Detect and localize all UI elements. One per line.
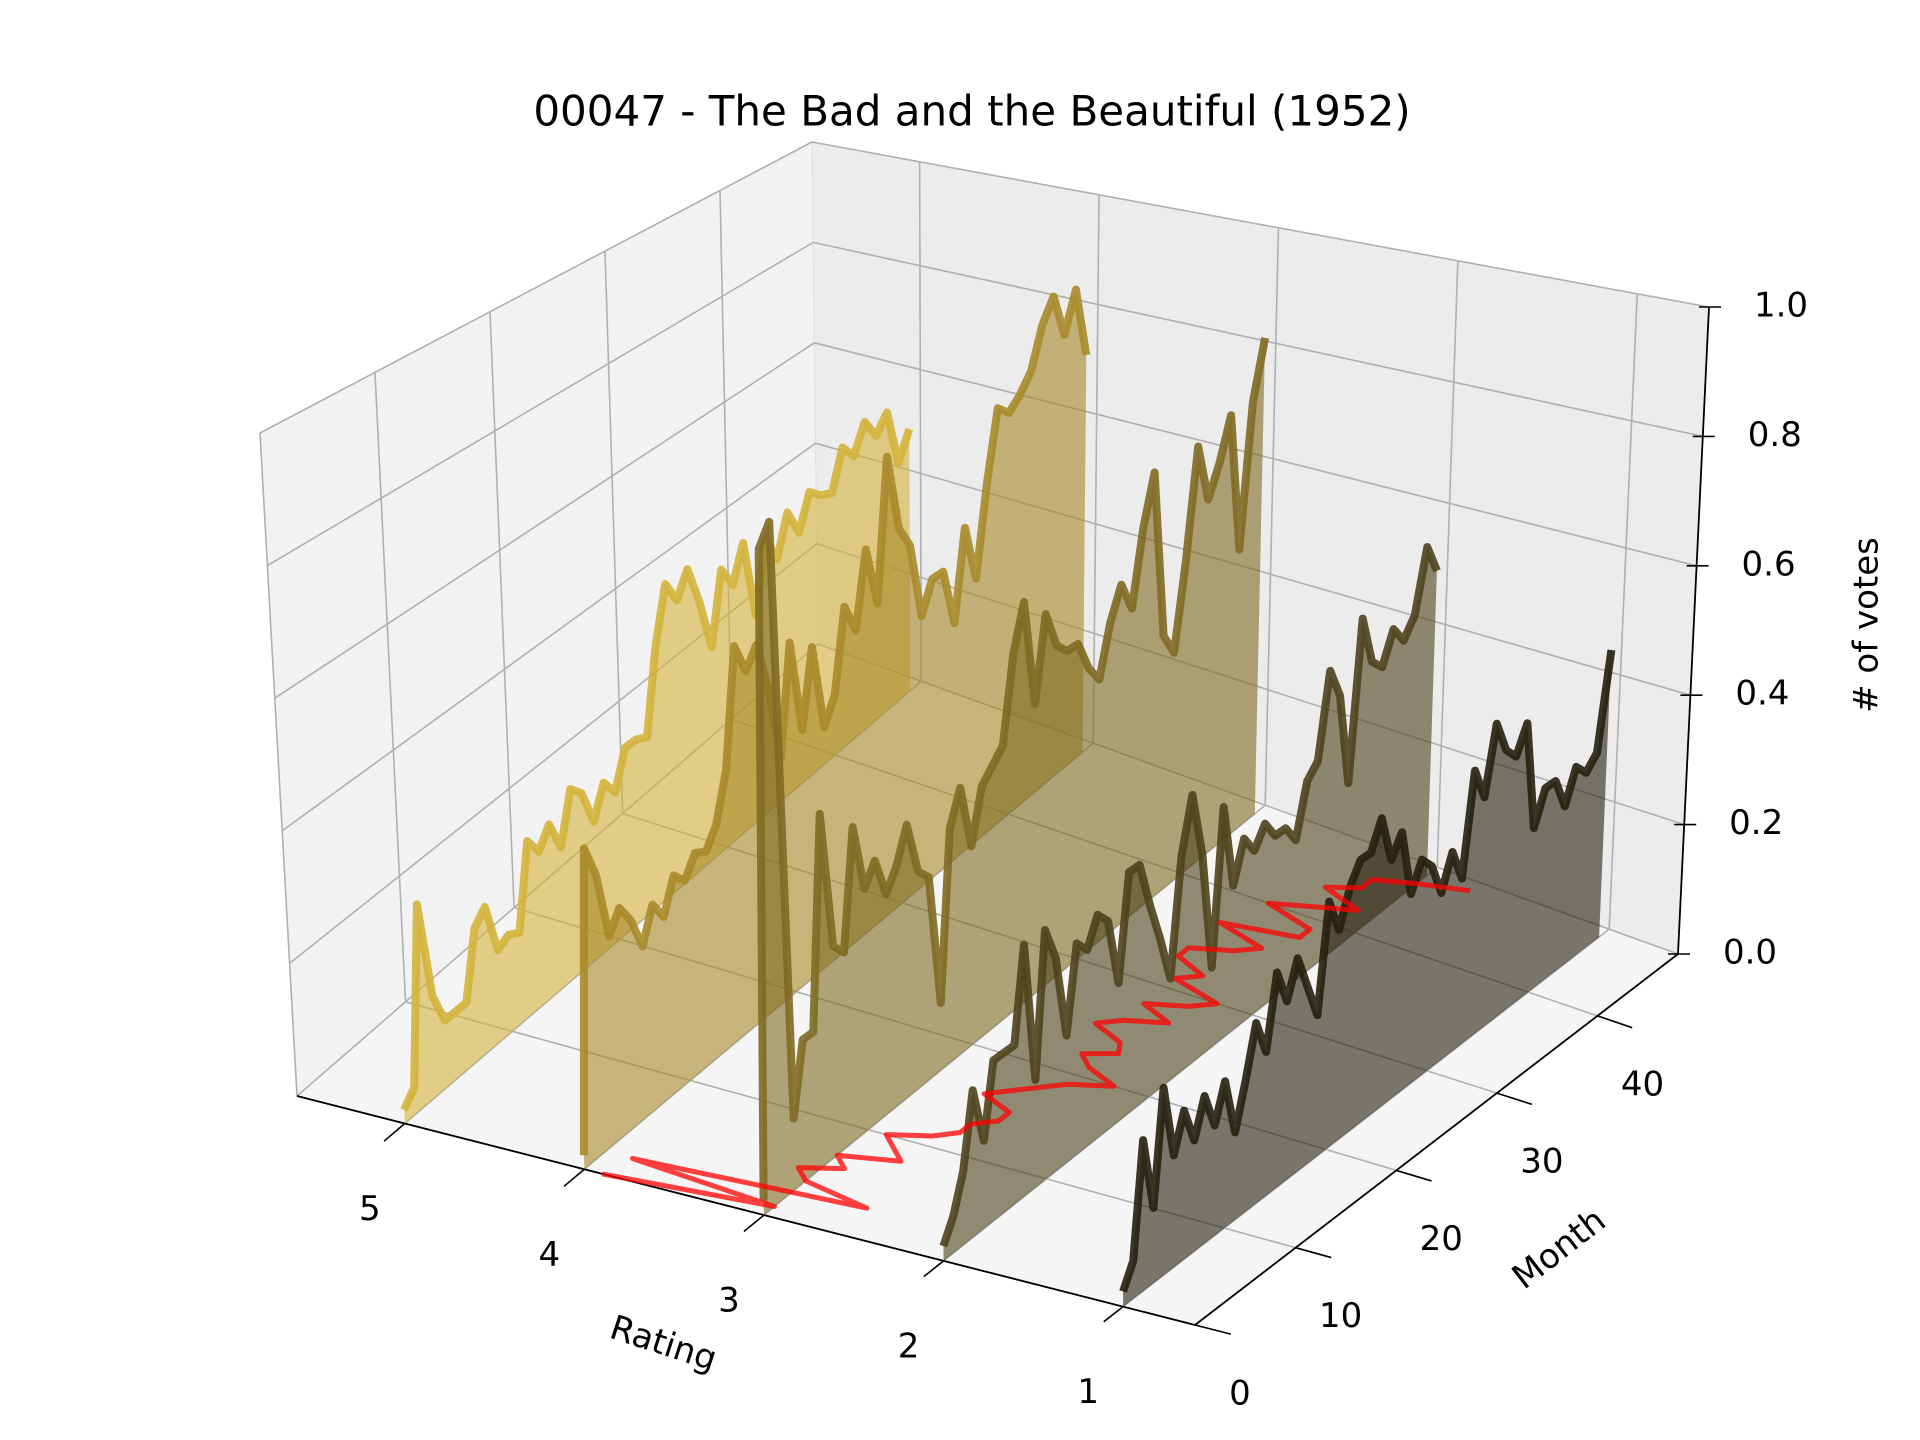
z-tick-label: 0.2 — [1729, 803, 1783, 843]
grid-line — [259, 141, 813, 434]
y-axis-label: Month — [1505, 1200, 1614, 1297]
line — [579, 285, 1091, 1156]
grid-line — [274, 342, 815, 699]
x-tick-label: 2 — [898, 1326, 920, 1366]
axis-line — [1194, 953, 1679, 1326]
grid-line — [266, 241, 814, 567]
z-axis-label: # of votes — [1847, 537, 1887, 713]
grid-line — [1436, 260, 1459, 868]
y-tick-label: 30 — [1520, 1142, 1563, 1182]
y-tick-label: 0 — [1229, 1374, 1251, 1414]
axis-line — [296, 1095, 1196, 1326]
area — [404, 412, 911, 1124]
line — [754, 337, 1270, 1201]
x-axis-label: Rating — [605, 1308, 722, 1380]
tick-mark — [383, 1122, 406, 1142]
x-tick-label: 1 — [1077, 1372, 1099, 1412]
z-tick-label: 0.0 — [1723, 933, 1777, 973]
mean-line — [601, 877, 1471, 1211]
z-tick-label: 1.0 — [1754, 286, 1808, 326]
grid-line — [281, 442, 817, 832]
x-tick-label: 4 — [539, 1235, 561, 1275]
tick-mark — [1194, 1324, 1232, 1335]
line — [1119, 649, 1616, 1293]
grid-line — [811, 141, 1710, 308]
chart-title: 00047 - The Bad and the Beautiful (1952) — [533, 87, 1410, 136]
area — [1123, 650, 1612, 1307]
grid-line — [374, 372, 407, 1002]
tick-mark — [1396, 1169, 1432, 1182]
x-tick-label: 3 — [718, 1281, 740, 1321]
grid-line — [604, 251, 624, 814]
tick-mark — [563, 1168, 585, 1187]
tick-mark — [1496, 1092, 1533, 1106]
grid-line — [1092, 194, 1100, 744]
y-tick-label: 20 — [1420, 1219, 1463, 1259]
z-tick-label: 0.4 — [1735, 674, 1789, 714]
grid-line — [1264, 227, 1280, 806]
z-tick-label: 0.6 — [1742, 544, 1796, 584]
tick-mark — [923, 1260, 945, 1278]
y-tick-label: 40 — [1621, 1064, 1664, 1104]
grid-line — [259, 432, 298, 1097]
tick-mark — [1103, 1306, 1124, 1323]
y-tick-label: 10 — [1319, 1296, 1362, 1336]
grid-line — [1608, 293, 1639, 930]
area — [583, 289, 1087, 1170]
tick-mark — [1597, 1015, 1633, 1029]
grid-line — [813, 241, 1703, 438]
tick-mark — [1295, 1246, 1332, 1259]
line — [400, 408, 914, 1112]
area — [758, 337, 1266, 1216]
x-tick-label: 5 — [359, 1189, 381, 1229]
axis-line — [1677, 306, 1710, 955]
tick-mark — [743, 1214, 765, 1233]
z-tick-label: 0.8 — [1748, 415, 1802, 455]
grid-line — [489, 311, 515, 908]
line — [939, 543, 1441, 1248]
